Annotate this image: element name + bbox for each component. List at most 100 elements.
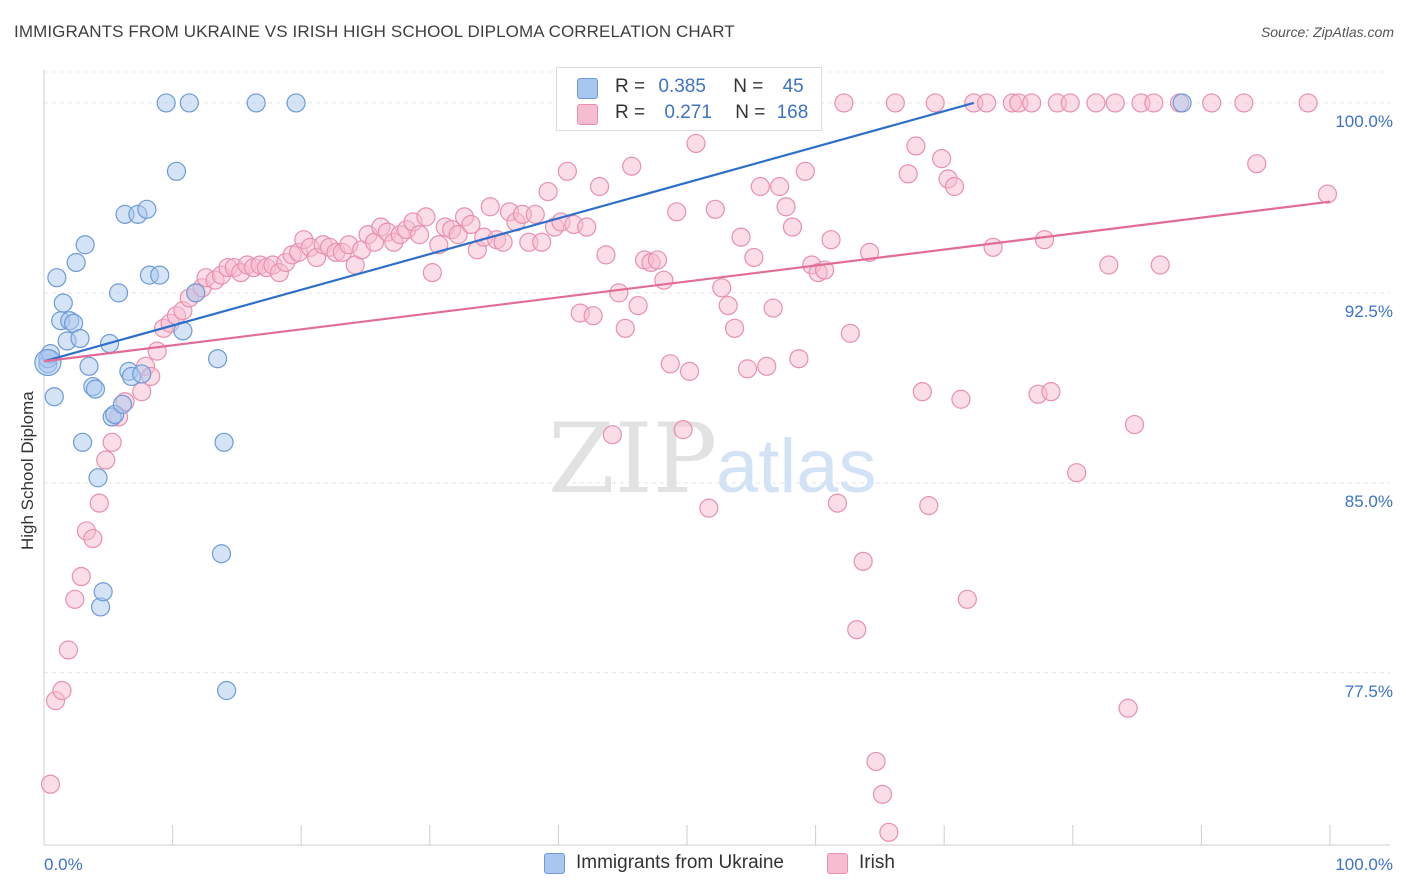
irish-point xyxy=(660,354,680,374)
watermark-zip: ZIP xyxy=(548,403,717,515)
ukraine-point xyxy=(72,432,93,452)
irish-point xyxy=(538,181,558,202)
irish-point xyxy=(1202,93,1222,113)
irish-point xyxy=(532,232,552,252)
irish-point xyxy=(1067,463,1087,483)
irish-point xyxy=(898,164,918,184)
irish-point xyxy=(789,349,809,369)
irish-point xyxy=(416,207,436,227)
ukraine-point xyxy=(85,379,106,399)
irish-point xyxy=(686,133,706,154)
series-legend: Immigrants from Ukraine Irish xyxy=(0,852,1406,878)
series-legend-label-ukraine: Immigrants from Ukraine xyxy=(576,852,784,873)
y-axis-label-wrap: High School Diploma xyxy=(18,391,38,550)
ukraine-point xyxy=(93,582,113,602)
ukraine-point xyxy=(211,544,232,564)
irish-point xyxy=(679,361,700,381)
irish-point xyxy=(757,356,777,376)
ukraine-point xyxy=(186,283,206,303)
irish-point xyxy=(866,751,886,772)
irish-point xyxy=(52,680,72,701)
ukraine-point xyxy=(79,356,99,376)
y-tick-label: 85.0% xyxy=(1345,492,1393,511)
irish-point xyxy=(853,551,873,571)
y-tick-label: 100.0% xyxy=(1335,112,1393,131)
irish-point xyxy=(1022,93,1042,113)
irish-point xyxy=(1041,382,1061,402)
y-tick-label: 92.5% xyxy=(1345,302,1393,321)
irish-point xyxy=(596,245,616,265)
watermark-atlas: atlas xyxy=(716,424,877,509)
irish-point xyxy=(879,822,899,842)
irish-point xyxy=(147,341,167,361)
irish-point xyxy=(782,217,803,237)
irish-point xyxy=(1060,93,1080,113)
ukraine-point xyxy=(166,161,187,181)
irish-point xyxy=(409,225,430,245)
x-tick-label-min: 0.0% xyxy=(44,855,83,874)
ukraine-point xyxy=(70,328,90,349)
irish-point xyxy=(1317,184,1338,204)
irish-point xyxy=(58,640,79,660)
irish-point xyxy=(834,93,854,113)
irish-trend-line xyxy=(43,200,1331,363)
legend-r-label: R = xyxy=(615,102,646,123)
irish-point xyxy=(718,295,738,316)
irish-point xyxy=(1099,255,1119,275)
irish-point xyxy=(957,589,977,609)
irish-point xyxy=(925,93,945,113)
legend-text-ukraine: R = 0.385 N = 45 xyxy=(615,76,804,98)
irish-point xyxy=(750,176,770,197)
ukraine-point xyxy=(112,394,133,414)
x-tick-label-max: 100.0% xyxy=(1335,855,1393,874)
irish-point xyxy=(422,263,442,283)
irish-point xyxy=(906,136,926,156)
irish-point xyxy=(821,230,841,250)
series-legend-swatch-ukraine xyxy=(544,853,565,874)
legend-n-value-ukraine: 45 xyxy=(782,76,804,97)
irish-point xyxy=(912,382,932,402)
ukraine-point xyxy=(286,93,306,113)
irish-point xyxy=(763,298,783,318)
ukraine-point xyxy=(217,680,237,701)
irish-point xyxy=(577,217,597,237)
grid-layer xyxy=(44,71,1390,674)
ukraine-point xyxy=(44,387,64,407)
irish-point xyxy=(795,161,815,181)
label-layer: 77.5% 85.0% 92.5% 100.0% 0.0% 100.0% xyxy=(44,112,1393,874)
trend-layer xyxy=(43,101,1331,363)
irish-point xyxy=(1150,255,1170,275)
series-legend-swatch-irish xyxy=(827,853,848,874)
irish-point xyxy=(776,197,796,217)
legend-text-irish: R = 0.271 N = 168 xyxy=(615,102,808,124)
irish-point xyxy=(737,359,758,379)
ukraine-point xyxy=(208,349,228,369)
y-tick-label: 77.5% xyxy=(1345,682,1393,701)
legend-r-label: R = xyxy=(615,76,646,97)
watermark: ZIP atlas xyxy=(548,403,877,515)
legend-n-label: N = xyxy=(733,76,764,97)
irish-point xyxy=(609,283,629,303)
irish-point xyxy=(731,227,751,247)
irish-point xyxy=(847,620,867,640)
irish-point xyxy=(827,493,848,513)
irish-point xyxy=(840,323,860,343)
irish-point xyxy=(744,247,764,268)
legend-r-value-ukraine: 0.385 xyxy=(658,76,706,97)
irish-point xyxy=(724,318,745,338)
legend-r-value-irish: 0.271 xyxy=(664,102,712,123)
y-axis-label: High School Diploma xyxy=(18,391,37,550)
irish-point xyxy=(667,202,687,222)
irish-point xyxy=(944,176,965,197)
irish-point xyxy=(885,93,905,113)
legend-n-label: N = xyxy=(735,102,766,123)
ukraine-point xyxy=(34,348,62,377)
ukraine-point xyxy=(1172,93,1192,113)
irish-point xyxy=(705,199,725,219)
ukraine-point xyxy=(214,432,234,452)
irish-point xyxy=(673,420,693,440)
irish-point xyxy=(461,214,481,235)
irish-point xyxy=(1124,414,1145,435)
irish-point xyxy=(615,318,635,338)
